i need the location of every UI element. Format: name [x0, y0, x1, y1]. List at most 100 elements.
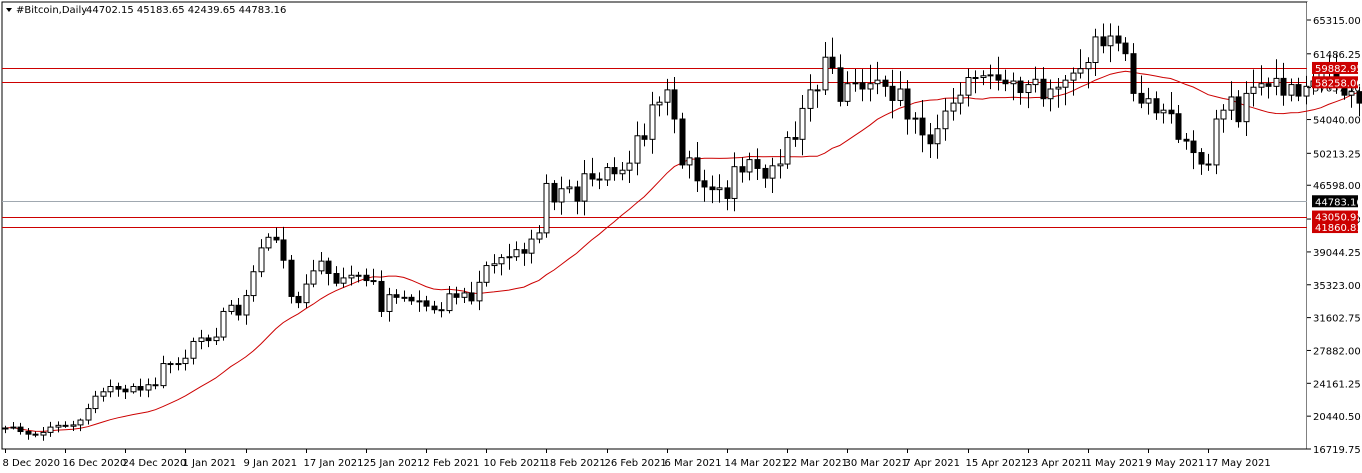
candle[interactable] — [671, 76, 678, 134]
candle[interactable] — [333, 266, 340, 287]
candle[interactable] — [295, 291, 302, 309]
candle[interactable] — [551, 180, 558, 211]
candle[interactable] — [325, 257, 332, 286]
candle[interactable] — [228, 299, 235, 315]
candle[interactable] — [814, 84, 821, 108]
candle[interactable] — [754, 148, 761, 180]
candle[interactable] — [273, 227, 280, 243]
candle[interactable] — [378, 270, 385, 318]
candle[interactable] — [220, 307, 227, 341]
candle[interactable] — [1258, 65, 1265, 96]
candle[interactable] — [972, 70, 979, 94]
candle[interactable] — [739, 157, 746, 183]
candle[interactable] — [1175, 104, 1182, 144]
candle[interactable] — [288, 255, 295, 304]
candle[interactable] — [897, 71, 904, 107]
candle[interactable] — [416, 290, 423, 312]
candle[interactable] — [762, 164, 769, 188]
candle[interactable] — [1235, 90, 1242, 128]
candle[interactable] — [468, 281, 475, 305]
candle[interactable] — [641, 123, 648, 147]
candle[interactable] — [483, 261, 490, 287]
candle[interactable] — [431, 300, 438, 314]
candle[interactable] — [258, 239, 265, 278]
candle[interactable] — [1107, 23, 1114, 63]
candle[interactable] — [596, 172, 603, 190]
candle[interactable] — [55, 421, 62, 433]
candle[interactable] — [198, 329, 205, 350]
candle[interactable] — [130, 383, 137, 394]
candle[interactable] — [1220, 104, 1227, 133]
candle[interactable] — [792, 121, 799, 147]
candle[interactable] — [145, 378, 152, 398]
candle[interactable] — [1085, 57, 1092, 89]
candle[interactable] — [310, 259, 317, 288]
candle[interactable] — [1250, 69, 1257, 107]
candle[interactable] — [1273, 59, 1280, 96]
candle[interactable] — [213, 327, 220, 345]
candle[interactable] — [100, 387, 107, 402]
candle[interactable] — [32, 431, 39, 438]
candle[interactable] — [370, 268, 377, 285]
candle[interactable] — [137, 378, 144, 397]
candle[interactable] — [769, 157, 776, 193]
candle[interactable] — [92, 390, 99, 414]
candle[interactable] — [1168, 92, 1175, 124]
candle[interactable] — [1280, 62, 1287, 106]
candle[interactable] — [1295, 77, 1302, 102]
candle[interactable] — [1145, 87, 1152, 115]
candle[interactable] — [1040, 67, 1047, 107]
candle[interactable] — [175, 357, 182, 371]
candle[interactable] — [401, 290, 408, 302]
candle[interactable] — [904, 80, 911, 135]
candle[interactable] — [987, 64, 994, 90]
candle[interactable] — [167, 361, 174, 374]
candle[interactable] — [852, 68, 859, 92]
candle[interactable] — [303, 274, 310, 308]
candle[interactable] — [844, 71, 851, 107]
candle[interactable] — [566, 179, 573, 194]
candle[interactable] — [1198, 148, 1205, 175]
candle[interactable] — [152, 377, 159, 390]
candle[interactable] — [799, 94, 806, 156]
candle[interactable] — [25, 427, 32, 440]
candle[interactable] — [950, 87, 957, 121]
candle[interactable] — [461, 287, 468, 304]
candle[interactable] — [1025, 80, 1032, 109]
candle[interactable] — [393, 289, 400, 304]
candle[interactable] — [867, 64, 874, 102]
candle[interactable] — [822, 41, 829, 96]
candle[interactable] — [506, 243, 513, 270]
candle[interactable] — [619, 161, 626, 181]
candle[interactable] — [536, 225, 543, 244]
candle[interactable] — [250, 265, 257, 302]
candle[interactable] — [784, 131, 791, 169]
candle[interactable] — [701, 169, 708, 202]
candle[interactable] — [912, 112, 919, 134]
candle[interactable] — [1190, 130, 1197, 170]
candle[interactable] — [859, 69, 866, 102]
candle[interactable] — [340, 267, 347, 288]
candle[interactable] — [611, 157, 618, 181]
candle[interactable] — [243, 289, 250, 325]
candle[interactable] — [1017, 76, 1024, 105]
candle[interactable] — [716, 174, 723, 203]
candle[interactable] — [363, 268, 370, 287]
candle[interactable] — [476, 270, 483, 311]
candle[interactable] — [957, 82, 964, 115]
candle[interactable] — [731, 152, 738, 212]
candle[interactable] — [558, 176, 565, 215]
plot-area[interactable] — [1, 1, 1308, 450]
candle[interactable] — [1032, 66, 1039, 93]
candle[interactable] — [1010, 72, 1017, 101]
candle[interactable] — [589, 157, 596, 187]
candle[interactable] — [1228, 81, 1235, 121]
candle[interactable] — [1122, 37, 1129, 62]
candle[interactable] — [604, 163, 611, 187]
candle[interactable] — [1100, 23, 1107, 54]
candle[interactable] — [543, 174, 550, 238]
candle[interactable] — [874, 61, 881, 95]
candle[interactable] — [1047, 79, 1054, 112]
candle[interactable] — [980, 70, 987, 86]
candle[interactable] — [1243, 81, 1250, 136]
